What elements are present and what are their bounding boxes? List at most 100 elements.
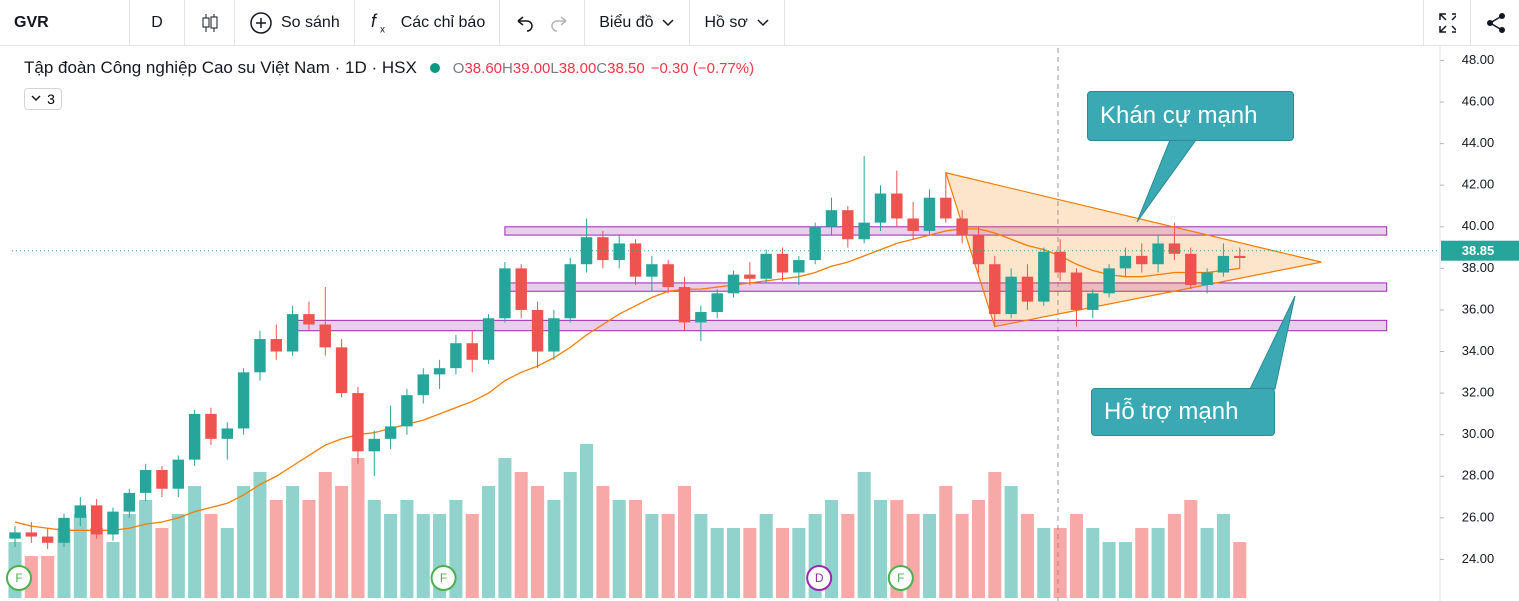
interval[interactable]: D (130, 0, 185, 46)
volume-bar (1069, 514, 1083, 598)
candle-body (580, 237, 593, 265)
candle-body (221, 428, 234, 439)
volume-bar (122, 514, 136, 598)
profile-label: Hồ sơ (704, 13, 748, 31)
volume-bar (580, 444, 594, 598)
undo-redo (500, 0, 586, 46)
y-tick-label: 26.00 (1462, 509, 1495, 524)
candle-body (25, 532, 38, 537)
candle-body (1185, 253, 1197, 285)
candle-body (433, 368, 446, 375)
volume-bar (661, 514, 675, 598)
candle-body (629, 243, 642, 277)
symbol[interactable]: GVR (0, 0, 130, 46)
redo-icon[interactable] (550, 13, 570, 33)
volume-bar (939, 486, 953, 598)
volume-bar (237, 486, 251, 598)
share-button[interactable] (1471, 0, 1519, 46)
callout-pointer (1249, 295, 1296, 390)
candle-body (809, 226, 821, 261)
volume-bar (90, 528, 104, 598)
candle-body (1021, 276, 1034, 302)
volume-bar (351, 458, 365, 598)
event-marker (887, 565, 914, 591)
callout-support: Hỗ trợ mạnh (1091, 388, 1275, 436)
ohlc-values: O38.60H39.00L38.00C38.50 −0.30 (−0.77%) (453, 58, 754, 78)
y-tick-label: 40.00 (1462, 218, 1495, 233)
candle-body (41, 536, 54, 543)
triangle (944, 171, 1322, 328)
zone (504, 282, 1388, 292)
event-marker (806, 565, 833, 591)
candle-body (760, 253, 772, 279)
candle-body (776, 253, 789, 273)
y-tick-label: 30.00 (1462, 426, 1495, 441)
volume-bar (204, 514, 218, 598)
candle-body (1005, 276, 1017, 315)
volume-bar (988, 472, 1002, 598)
volume-bar (106, 542, 120, 598)
volume-bar (1020, 514, 1034, 598)
volume-bar (302, 500, 316, 598)
compare-button[interactable]: So sánh (235, 0, 355, 46)
candle-body (1234, 255, 1246, 258)
undo-icon[interactable] (514, 13, 534, 33)
candle-body (1054, 251, 1066, 273)
candle-body (188, 413, 201, 460)
candle-body (891, 193, 903, 219)
candle-body (678, 287, 691, 323)
volume-bar (171, 514, 185, 598)
candle-body (139, 470, 152, 493)
candle-body (907, 218, 919, 231)
indicators-label: Các chỉ báo (400, 13, 486, 31)
candle-body (1038, 251, 1050, 302)
candle-body (531, 309, 544, 352)
candle-body (564, 264, 576, 319)
candle-body (156, 470, 168, 489)
profile-button[interactable]: Hồ sơ (690, 0, 785, 46)
event-label: F (897, 571, 904, 585)
volume-bar (1216, 514, 1230, 598)
volume-bar (743, 528, 757, 598)
legend: Tập đoàn Công nghiệp Cao su Việt Nam · 1… (24, 58, 754, 78)
chevron (662, 18, 675, 26)
volume-bar (971, 500, 986, 598)
candle-body (940, 197, 952, 219)
candle-body (989, 264, 1001, 315)
candle-body (646, 264, 658, 277)
fullscreen-button[interactable] (1423, 0, 1471, 46)
collapse-button[interactable]: 3 (24, 88, 62, 110)
candle-button[interactable] (185, 0, 235, 46)
volume-bar (1086, 528, 1100, 598)
volume-bar (694, 514, 708, 598)
ohlc-key: H (502, 60, 513, 77)
volume-bar (514, 472, 528, 598)
candle-body (499, 268, 511, 319)
candle-body (793, 260, 805, 273)
collapsed-count: 3 (47, 91, 55, 107)
volume-bar (400, 500, 414, 598)
volume-bar (155, 528, 169, 598)
volume-bar (775, 528, 790, 598)
chart-type-label: Biểu đồ (599, 13, 654, 31)
candle-body (1119, 255, 1132, 269)
volume-bar (629, 500, 643, 598)
chart-type-button[interactable]: Biểu đồ (585, 0, 691, 46)
volume-bar (498, 458, 512, 598)
last-price-tag (1441, 240, 1519, 261)
ohlc-key: O (452, 60, 465, 77)
ohlc-key: L (550, 60, 559, 77)
candle-body (58, 517, 70, 543)
volume-bar (286, 486, 300, 598)
candle-body (597, 237, 609, 261)
candle-body (695, 312, 707, 323)
y-tick-label: 44.00 (1462, 135, 1495, 150)
volume-bar (1004, 486, 1018, 598)
status-dot (429, 63, 440, 73)
volume-bar (253, 472, 267, 598)
candle-body (727, 274, 740, 294)
svg-text:x: x (380, 24, 385, 34)
candle-body (956, 218, 968, 236)
